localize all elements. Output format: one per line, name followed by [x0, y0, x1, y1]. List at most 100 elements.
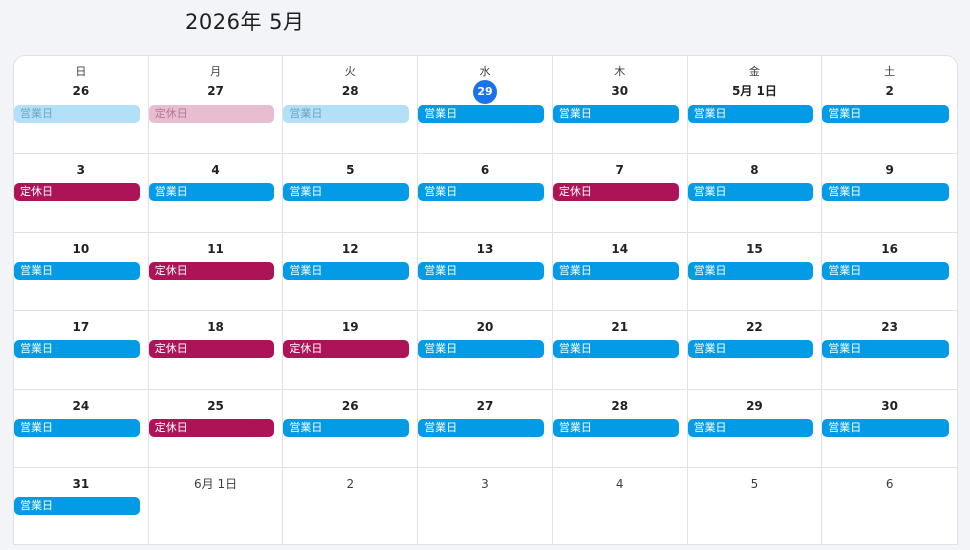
date-number[interactable]: 5	[346, 163, 355, 177]
day-cell[interactable]: 5 営業日	[283, 154, 419, 233]
day-cell[interactable]: 14 営業日	[552, 232, 688, 311]
day-cell[interactable]: 月 27 定休日	[148, 56, 284, 154]
event-chip-open[interactable]: 営業日	[283, 183, 410, 201]
day-cell[interactable]: 木 30 営業日	[552, 56, 688, 154]
date-number[interactable]: 7	[615, 163, 624, 177]
date-number[interactable]: 3	[481, 477, 489, 491]
event-chip-open[interactable]: 営業日	[14, 105, 140, 123]
date-number[interactable]: 15	[746, 241, 763, 256]
day-cell[interactable]: 6月 1日	[149, 468, 284, 544]
event-chip-open[interactable]: 営業日	[14, 261, 140, 280]
day-cell[interactable]: 日 26 営業日	[14, 56, 149, 154]
day-cell[interactable]: 24 営業日	[14, 389, 149, 468]
day-cell[interactable]: 2	[283, 468, 419, 544]
day-cell[interactable]: 4 営業日	[148, 154, 284, 233]
date-number[interactable]: 30	[881, 398, 898, 413]
date-number[interactable]: 18	[207, 320, 224, 334]
date-number[interactable]: 6月 1日	[194, 477, 238, 491]
day-cell[interactable]: 22 営業日	[687, 311, 823, 390]
date-number[interactable]: 12	[341, 241, 359, 256]
event-chip-open[interactable]: 営業日	[822, 340, 949, 358]
day-cell[interactable]: 17 営業日	[14, 311, 149, 390]
date-number[interactable]: 4	[615, 477, 624, 491]
date-number[interactable]: 28	[611, 398, 629, 413]
day-cell[interactable]: 30 営業日	[822, 390, 957, 468]
date-number[interactable]: 30	[611, 84, 629, 98]
date-number[interactable]: 11	[207, 241, 224, 256]
date-number[interactable]: 8	[750, 163, 759, 177]
date-number[interactable]: 10	[72, 241, 90, 256]
day-cell[interactable]: 金 5月 1日 営業日	[687, 56, 823, 154]
event-chip-open[interactable]: 営業日	[687, 105, 814, 123]
event-chip-closed[interactable]: 定休日	[148, 340, 275, 358]
date-number[interactable]: 2	[346, 477, 355, 491]
day-cell[interactable]: 土 2 営業日	[822, 56, 957, 154]
event-chip-closed[interactable]: 定休日	[148, 105, 275, 123]
day-cell[interactable]: 4	[553, 468, 688, 544]
event-chip-closed[interactable]: 定休日	[148, 261, 275, 280]
day-cell[interactable]: 16 営業日	[822, 233, 957, 311]
day-cell[interactable]: 21 営業日	[552, 311, 688, 390]
today-date-badge[interactable]: 29	[472, 80, 497, 104]
event-chip-open[interactable]: 営業日	[283, 261, 410, 280]
event-chip-open[interactable]: 営業日	[418, 340, 544, 358]
event-chip-open[interactable]: 営業日	[418, 105, 544, 123]
event-chip-open[interactable]: 営業日	[14, 497, 140, 515]
day-cell[interactable]: 19 定休日	[283, 311, 419, 390]
date-number[interactable]: 29	[746, 398, 763, 413]
date-number[interactable]: 24	[72, 398, 90, 413]
event-chip-open[interactable]: 営業日	[418, 261, 544, 280]
day-cell[interactable]: 20 営業日	[418, 311, 553, 390]
event-chip-open[interactable]: 営業日	[283, 105, 410, 123]
event-chip-open[interactable]: 営業日	[14, 418, 140, 437]
day-cell[interactable]: 7 定休日	[552, 154, 688, 233]
day-cell[interactable]: 28 営業日	[552, 389, 688, 468]
event-chip-open[interactable]: 営業日	[552, 340, 679, 358]
day-cell[interactable]: 火 28 営業日	[283, 56, 419, 154]
date-number[interactable]: 20	[476, 320, 494, 334]
day-cell[interactable]: 31 営業日	[14, 468, 149, 544]
day-cell[interactable]: 6 営業日	[418, 154, 553, 233]
date-number[interactable]: 17	[72, 320, 90, 334]
day-cell[interactable]: 10 営業日	[14, 232, 149, 311]
event-chip-closed[interactable]: 定休日	[14, 183, 140, 201]
event-chip-open[interactable]: 営業日	[283, 418, 410, 437]
day-cell[interactable]: 5	[688, 468, 823, 544]
date-number[interactable]: 28	[341, 84, 359, 98]
date-number[interactable]: 9	[885, 163, 894, 177]
event-chip-closed[interactable]: 定休日	[552, 183, 679, 201]
date-number[interactable]: 26	[341, 398, 359, 413]
event-chip-open[interactable]: 営業日	[822, 418, 949, 437]
date-number[interactable]: 25	[207, 398, 224, 413]
event-chip-open[interactable]: 営業日	[687, 183, 814, 201]
date-number[interactable]: 19	[341, 320, 359, 334]
date-number[interactable]: 4	[211, 163, 220, 177]
day-cell[interactable]: 3	[418, 468, 553, 544]
day-cell[interactable]: 29 営業日	[687, 389, 823, 468]
date-number[interactable]: 27	[476, 398, 494, 413]
date-number[interactable]: 2	[885, 84, 894, 98]
day-cell[interactable]: 11 定休日	[148, 232, 284, 311]
event-chip-open[interactable]: 営業日	[822, 261, 949, 280]
date-number[interactable]: 26	[72, 84, 90, 98]
event-chip-open[interactable]: 営業日	[418, 183, 544, 201]
date-number[interactable]: 22	[746, 320, 763, 334]
event-chip-open[interactable]: 営業日	[14, 340, 140, 358]
date-number[interactable]: 21	[611, 320, 629, 334]
date-number[interactable]: 6	[885, 477, 894, 491]
day-cell[interactable]: 6	[822, 468, 957, 544]
day-cell[interactable]: 23 営業日	[822, 311, 957, 390]
date-number[interactable]: 13	[476, 241, 494, 256]
day-cell[interactable]: 3 定休日	[14, 154, 149, 233]
event-chip-open[interactable]: 営業日	[148, 183, 275, 201]
date-number[interactable]: 5	[750, 477, 759, 491]
day-cell[interactable]: 8 営業日	[687, 154, 823, 233]
event-chip-open[interactable]: 営業日	[418, 418, 544, 437]
day-cell[interactable]: 26 営業日	[283, 389, 419, 468]
date-number[interactable]: 5月 1日	[731, 84, 777, 98]
date-number[interactable]: 27	[207, 84, 224, 98]
event-chip-closed[interactable]: 定休日	[148, 418, 275, 437]
event-chip-open[interactable]: 営業日	[687, 418, 814, 437]
day-cell[interactable]: 12 営業日	[283, 232, 419, 311]
event-chip-open[interactable]: 営業日	[822, 183, 949, 201]
